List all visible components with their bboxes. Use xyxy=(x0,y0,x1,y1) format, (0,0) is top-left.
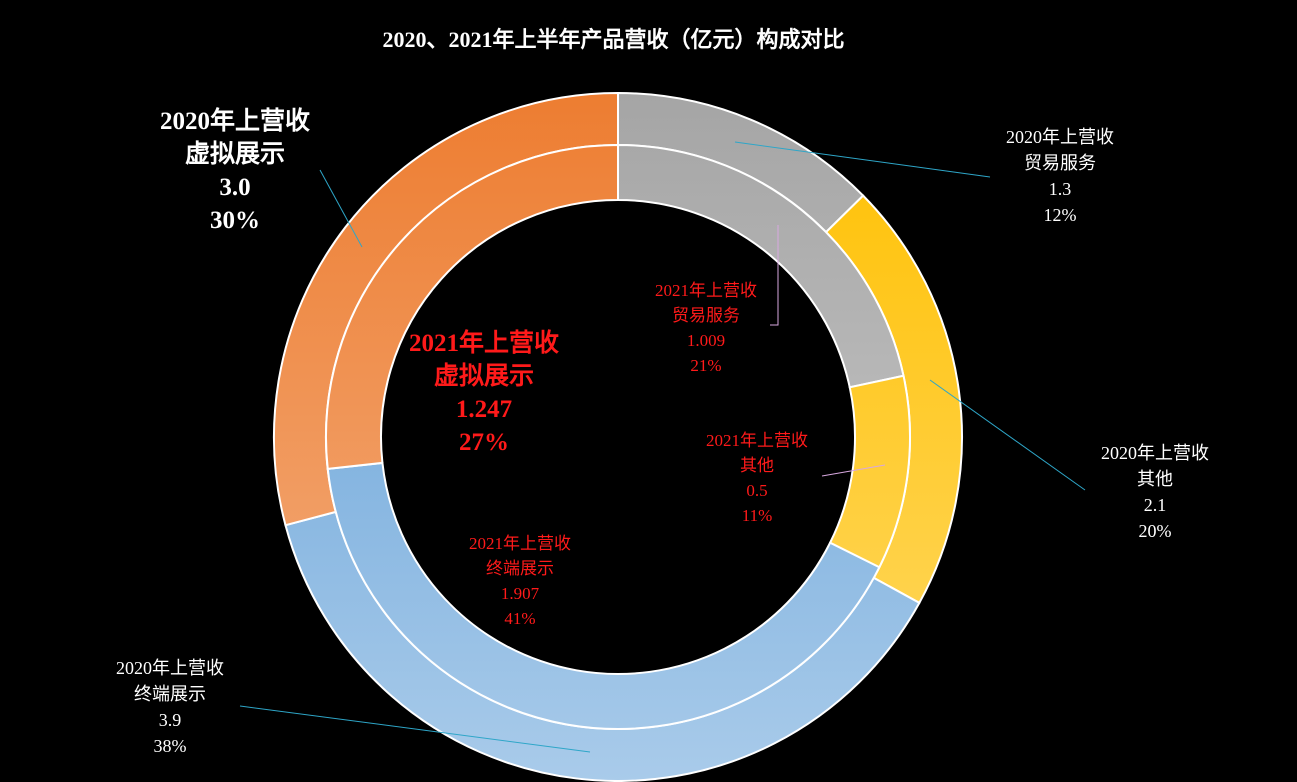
label-percent: 27% xyxy=(458,429,509,456)
label-series: 2020年上营收 xyxy=(116,658,224,678)
label-percent: 38% xyxy=(153,736,187,756)
label-percent: 11% xyxy=(741,506,773,525)
label-2021-terminal: 2021年上营收 终端展示 1.907 41% xyxy=(469,531,571,631)
label-value: 3.9 xyxy=(158,710,182,730)
label-value: 1.009 xyxy=(686,331,726,350)
leader-line-2021-trade xyxy=(770,225,779,326)
label-2021-trade: 2021年上营收 贸易服务 1.009 21% xyxy=(655,278,757,378)
label-2021-virtual: 2021年上营收 虚拟展示 1.247 27% xyxy=(409,327,559,459)
label-series: 2021年上营收 xyxy=(655,281,757,300)
label-category: 贸易服务 xyxy=(1024,153,1096,173)
label-series: 2020年上营收 xyxy=(159,108,311,135)
label-percent: 21% xyxy=(690,356,722,375)
label-2020-virtual: 2020年上营收 虚拟展示 3.0 30% xyxy=(160,105,310,237)
label-percent: 12% xyxy=(1043,205,1077,225)
label-value: 1.907 xyxy=(500,584,540,603)
label-value: 0.5 xyxy=(746,481,768,500)
leader-line-2021-other xyxy=(821,464,886,477)
label-category: 虚拟展示 xyxy=(184,141,286,168)
label-2020-terminal: 2020年上营收 终端展示 3.9 38% xyxy=(116,655,224,759)
label-value: 3.0 xyxy=(219,174,251,201)
label-category: 其他 xyxy=(1137,469,1173,489)
label-category: 虚拟展示 xyxy=(433,363,535,390)
label-category: 其他 xyxy=(740,456,774,475)
label-value: 2.1 xyxy=(1143,495,1167,515)
label-percent: 30% xyxy=(209,207,260,234)
slice-inner-2 xyxy=(326,461,881,730)
label-series: 2021年上营收 xyxy=(706,431,808,450)
label-2020-other: 2020年上营收 其他 2.1 20% xyxy=(1101,440,1209,544)
leader-line-2020-trade xyxy=(734,141,991,178)
leader-line-2020-other xyxy=(929,379,1086,491)
label-category: 贸易服务 xyxy=(672,306,740,325)
label-value: 1.247 xyxy=(455,396,513,423)
label-series: 2020年上营收 xyxy=(1101,443,1209,463)
label-value: 1.3 xyxy=(1048,179,1072,199)
label-series: 2021年上营收 xyxy=(469,534,571,553)
label-percent: 20% xyxy=(1138,521,1172,541)
slice-inner-3 xyxy=(325,143,619,471)
chart-title: 2020、2021年上半年产品营收（亿元）构成对比 xyxy=(382,27,845,52)
leader-line-2020-virtual xyxy=(319,169,363,248)
label-2021-other: 2021年上营收 其他 0.5 11% xyxy=(706,428,808,528)
label-series: 2020年上营收 xyxy=(1006,127,1114,147)
label-2020-trade: 2020年上营收 贸易服务 1.3 12% xyxy=(1006,124,1114,228)
label-series: 2021年上营收 xyxy=(408,330,560,357)
leader-line-2020-terminal xyxy=(239,705,591,753)
label-category: 终端展示 xyxy=(134,684,206,704)
label-category: 终端展示 xyxy=(486,559,554,578)
label-percent: 41% xyxy=(504,609,536,628)
